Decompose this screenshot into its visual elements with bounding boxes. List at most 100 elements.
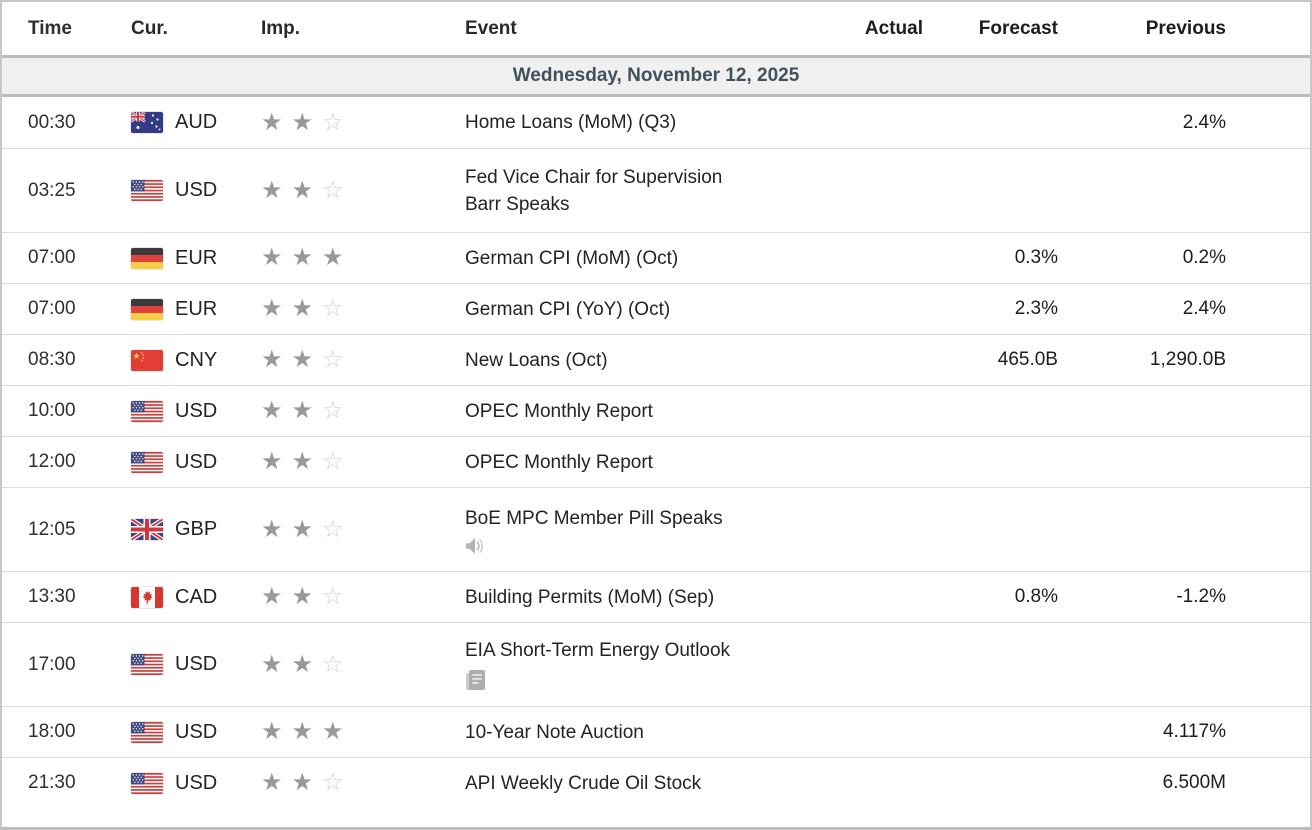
- forecast-value: 0.3%: [1014, 247, 1058, 268]
- importance-star-filled-icon: ★: [291, 582, 314, 610]
- currency-code: USD: [175, 450, 218, 473]
- event-cell: Fed Vice Chair for Supervision Barr Speak…: [439, 164, 808, 218]
- header-time: Time: [28, 17, 73, 39]
- event-time: 12:00: [28, 451, 76, 472]
- event-title: OPEC Monthly Report: [465, 451, 653, 473]
- importance-stars: ★ ★ ★: [261, 245, 439, 271]
- event-time: 12:05: [28, 518, 76, 540]
- currency-cell: EUR: [131, 298, 261, 321]
- usa-flag: [131, 400, 163, 422]
- event-time: 18:00: [28, 721, 76, 742]
- header-forecast: Forecast: [978, 17, 1058, 39]
- importance-star-filled-icon: ★: [261, 717, 283, 745]
- event-cell: German CPI (YoY) (Oct): [439, 296, 808, 323]
- calendar-rows: 00:30 AUD ★ ★ ☆ Home Loans (MoM) (Q3) 2.4%…: [2, 97, 1310, 808]
- event-link[interactable]: New Loans (Oct): [465, 347, 800, 374]
- calendar-row: 10:00 USD ★ ★ ☆ OPEC Monthly Report: [2, 385, 1310, 436]
- previous-value: -1.2%: [1176, 586, 1226, 607]
- event-title: German CPI (YoY) (Oct): [465, 298, 671, 320]
- importance-star-filled-icon: ★: [261, 447, 283, 475]
- currency-cell: AUD: [131, 111, 261, 134]
- usa-flag: [131, 180, 163, 201]
- event-cell: BoE MPC Member Pill Speaks: [439, 505, 808, 555]
- event-time: 13:30: [28, 586, 76, 607]
- currency-cell: GBP: [131, 518, 261, 541]
- event-title: Building Permits (MoM) (Sep): [465, 586, 715, 608]
- event-title: Barr Speaks: [465, 193, 570, 215]
- calendar-row: 07:00 EUR ★ ★ ☆ German CPI (YoY) (Oct) 2.3…: [2, 283, 1310, 334]
- event-link[interactable]: EIA Short-Term Energy Outlook: [465, 637, 800, 692]
- table-header-row: Time Cur. Imp. Event Actual Forecast Pre…: [2, 2, 1310, 55]
- calendar-row: 00:30 AUD ★ ★ ☆ Home Loans (MoM) (Q3) 2.4%: [2, 97, 1310, 148]
- event-link[interactable]: BoE MPC Member Pill Speaks: [465, 505, 800, 555]
- currency-code: USD: [175, 653, 218, 675]
- uk-flag: [131, 519, 163, 540]
- date-header-label: Wednesday, November 12, 2025: [512, 65, 800, 86]
- china-flag: [131, 349, 163, 371]
- event-title: Home Loans (MoM) (Q3): [465, 112, 677, 133]
- event-link[interactable]: Fed Vice Chair for Supervision Barr Speak…: [465, 164, 800, 218]
- calendar-row: 03:25 USD ★ ★ ☆ Fed Vice Chair for Supervi…: [2, 148, 1310, 232]
- event-time: 21:30: [28, 772, 76, 793]
- event-link[interactable]: German CPI (YoY) (Oct): [465, 296, 800, 323]
- forecast-value: 2.3%: [1014, 298, 1058, 319]
- event-link[interactable]: Building Permits (MoM) (Sep): [465, 584, 800, 611]
- calendar-row: 12:00 USD ★ ★ ☆ OPEC Monthly Report: [2, 436, 1310, 487]
- currency-cell: EUR: [131, 247, 261, 270]
- importance-stars: ★ ★ ☆: [261, 770, 439, 796]
- header-importance: Imp.: [261, 17, 301, 39]
- currency-cell: USD: [131, 772, 261, 795]
- header-event: Event: [465, 17, 517, 39]
- importance-star-empty-icon: ☆: [322, 175, 344, 204]
- importance-star-empty-icon: ☆: [322, 514, 344, 543]
- event-time: 00:30: [28, 111, 76, 133]
- importance-stars: ★ ★ ★: [261, 719, 439, 745]
- importance-star-filled-icon: ★: [291, 768, 314, 796]
- currency-cell: CNY: [131, 349, 261, 372]
- importance-star-filled-icon: ★: [291, 717, 314, 745]
- event-link[interactable]: 10-Year Note Auction: [465, 719, 800, 746]
- header-actual: Actual: [864, 17, 923, 39]
- importance-stars: ★ ★ ☆: [261, 347, 439, 373]
- event-time: 07:00: [28, 247, 76, 268]
- currency-code: USD: [175, 399, 218, 422]
- currency-cell: USD: [131, 179, 261, 202]
- currency-code: USD: [175, 771, 218, 794]
- importance-stars: ★ ★ ☆: [261, 178, 439, 204]
- report-icon[interactable]: [465, 669, 800, 692]
- importance-stars: ★ ★ ☆: [261, 449, 439, 475]
- event-link[interactable]: OPEC Monthly Report: [465, 449, 800, 476]
- event-title: Fed Vice Chair for Supervision: [465, 166, 723, 188]
- importance-star-filled-icon: ★: [291, 396, 314, 424]
- importance-star-filled-icon: ★: [261, 582, 283, 610]
- event-cell: API Weekly Crude Oil Stock: [439, 770, 808, 797]
- date-header-row: Wednesday, November 12, 2025: [2, 55, 1310, 97]
- australia-flag: [131, 112, 163, 133]
- event-title: New Loans (Oct): [465, 349, 608, 371]
- importance-star-filled-icon: ★: [291, 649, 314, 678]
- importance-star-filled-icon: ★: [291, 345, 314, 373]
- event-link[interactable]: OPEC Monthly Report: [465, 398, 800, 425]
- importance-star-filled-icon: ★: [291, 107, 314, 136]
- importance-stars: ★ ★ ☆: [261, 517, 439, 543]
- event-title: EIA Short-Term Energy Outlook: [465, 640, 731, 661]
- importance-star-empty-icon: ☆: [322, 649, 344, 678]
- currency-code: AUD: [175, 111, 218, 133]
- event-link[interactable]: Home Loans (MoM) (Q3): [465, 109, 800, 136]
- importance-star-filled-icon: ★: [291, 243, 314, 271]
- event-time: 08:30: [28, 349, 76, 370]
- header-previous: Previous: [1145, 17, 1226, 39]
- previous-value: 0.2%: [1182, 247, 1226, 268]
- event-cell: New Loans (Oct): [439, 347, 808, 374]
- event-link[interactable]: German CPI (MoM) (Oct): [465, 245, 800, 272]
- importance-star-filled-icon: ★: [261, 175, 283, 204]
- currency-cell: USD: [131, 653, 261, 676]
- event-cell: 10-Year Note Auction: [439, 719, 808, 746]
- event-link[interactable]: API Weekly Crude Oil Stock: [465, 770, 800, 797]
- canada-flag: [131, 586, 163, 608]
- previous-value: 2.4%: [1182, 111, 1226, 133]
- currency-cell: CAD: [131, 586, 261, 609]
- importance-star-filled-icon: ★: [261, 345, 283, 373]
- currency-code: CNY: [175, 348, 218, 371]
